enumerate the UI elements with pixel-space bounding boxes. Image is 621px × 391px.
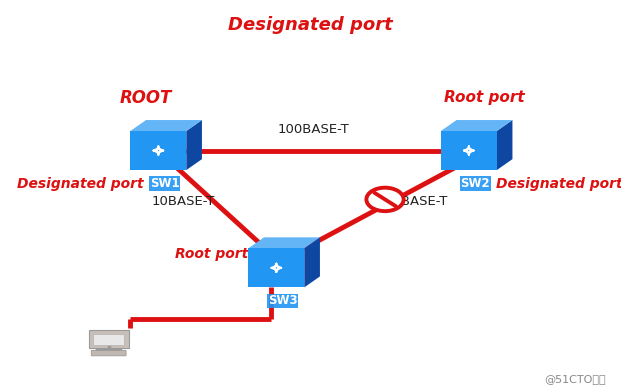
Text: SW1: SW1 [150,177,179,190]
Text: SW2: SW2 [460,177,490,190]
FancyBboxPatch shape [130,131,186,170]
Text: Designated port: Designated port [228,16,393,34]
FancyBboxPatch shape [441,131,497,170]
Polygon shape [497,120,512,170]
Text: ROOT: ROOT [120,89,172,107]
Polygon shape [248,237,320,248]
FancyBboxPatch shape [89,330,129,348]
Text: 10BASE-T: 10BASE-T [152,195,215,208]
Text: Root port: Root port [444,90,525,105]
FancyBboxPatch shape [248,248,304,287]
Text: SW3: SW3 [268,294,297,307]
FancyBboxPatch shape [93,334,124,345]
Polygon shape [304,237,320,287]
Text: Designated port: Designated port [17,177,144,191]
Text: Designated port: Designated port [496,177,621,191]
FancyBboxPatch shape [91,350,126,356]
Text: 100BASE-T: 100BASE-T [278,122,350,136]
Polygon shape [441,120,512,131]
Circle shape [366,188,404,211]
Text: 10BASE-T: 10BASE-T [384,195,448,208]
Polygon shape [186,120,202,170]
Text: Root port: Root port [175,247,248,261]
Polygon shape [130,120,202,131]
Text: @51CTO博客: @51CTO博客 [544,374,605,384]
